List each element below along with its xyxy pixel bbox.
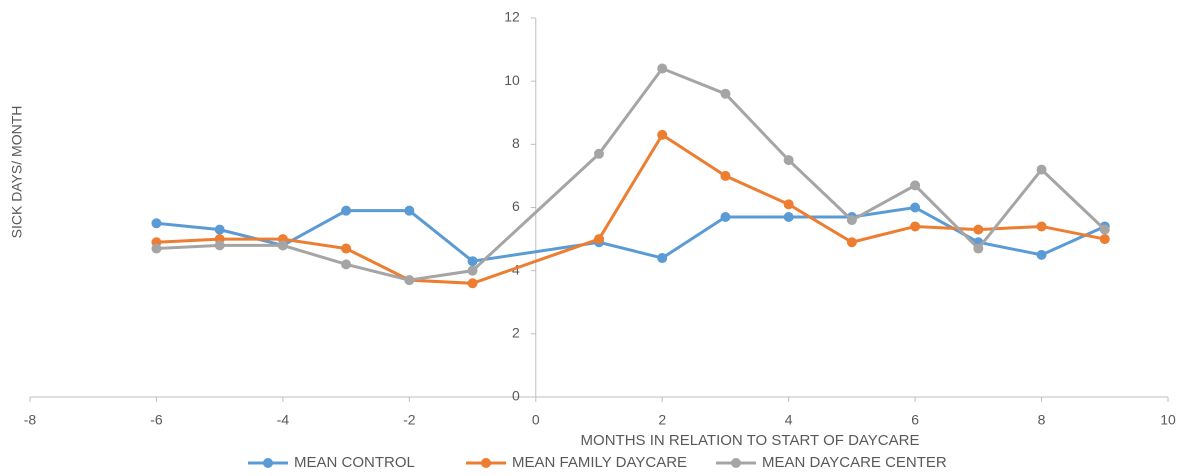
x-tick-label: 10 (1160, 412, 1176, 428)
x-tick-label: -8 (24, 412, 37, 428)
legend-marker (481, 458, 491, 468)
y-tick-label: 6 (512, 198, 520, 214)
point (594, 234, 604, 245)
point (846, 237, 857, 248)
point (151, 218, 162, 229)
point (467, 256, 478, 267)
x-tick-label: 6 (911, 412, 919, 428)
point (783, 155, 794, 166)
point (214, 224, 225, 235)
point (341, 259, 352, 270)
series-line (156, 66, 1106, 282)
point (720, 88, 731, 99)
legend-label: MEAN CONTROL (294, 454, 415, 471)
y-tick-label: 8 (512, 135, 520, 151)
y-tick-label: 0 (512, 388, 520, 404)
point (846, 215, 857, 226)
series-line (156, 132, 1106, 285)
point (1036, 221, 1047, 232)
point (1099, 234, 1110, 245)
point (151, 243, 162, 254)
point (910, 221, 921, 232)
point (341, 205, 352, 216)
point (973, 224, 984, 235)
point (594, 148, 604, 159)
x-tick-label: 2 (658, 412, 666, 428)
point (341, 243, 352, 254)
legend-label: MEAN FAMILY DAYCARE (512, 454, 687, 471)
point (783, 211, 794, 222)
y-tick-label: 10 (504, 72, 520, 88)
point (214, 240, 225, 251)
point (910, 202, 921, 213)
point (1099, 224, 1110, 235)
point (657, 253, 668, 264)
x-tick-label: -6 (150, 412, 163, 428)
x-axis-title: MONTHS IN RELATION TO START OF DAYCARE (581, 432, 920, 449)
point (467, 265, 478, 276)
point (973, 243, 984, 254)
y-axis-title: SICK DAYS/ MONTH (9, 106, 25, 239)
point (467, 278, 478, 289)
legend-item: MEAN DAYCARE CENTER (716, 454, 947, 471)
point (1036, 249, 1047, 260)
x-tick-label: -4 (277, 412, 290, 428)
point (277, 240, 288, 251)
legend-marker (263, 458, 273, 468)
legend-label: MEAN DAYCARE CENTER (762, 454, 947, 471)
y-tick-label: 12 (504, 9, 520, 25)
point (910, 180, 921, 191)
point (720, 211, 731, 222)
x-tick-label: 8 (1038, 412, 1046, 428)
point (657, 129, 668, 140)
x-tick-label: 0 (532, 412, 540, 428)
point (657, 63, 668, 74)
legend-marker (731, 458, 741, 468)
point (1036, 164, 1047, 175)
legend-item: MEAN FAMILY DAYCARE (466, 454, 687, 471)
point (404, 205, 415, 216)
x-tick-label: -2 (403, 412, 416, 428)
point (720, 170, 731, 181)
point (404, 275, 415, 286)
x-tick-label: 4 (785, 412, 793, 428)
legend-item: MEAN CONTROL (248, 454, 415, 471)
point (783, 199, 794, 210)
y-tick-label: 2 (512, 325, 520, 341)
